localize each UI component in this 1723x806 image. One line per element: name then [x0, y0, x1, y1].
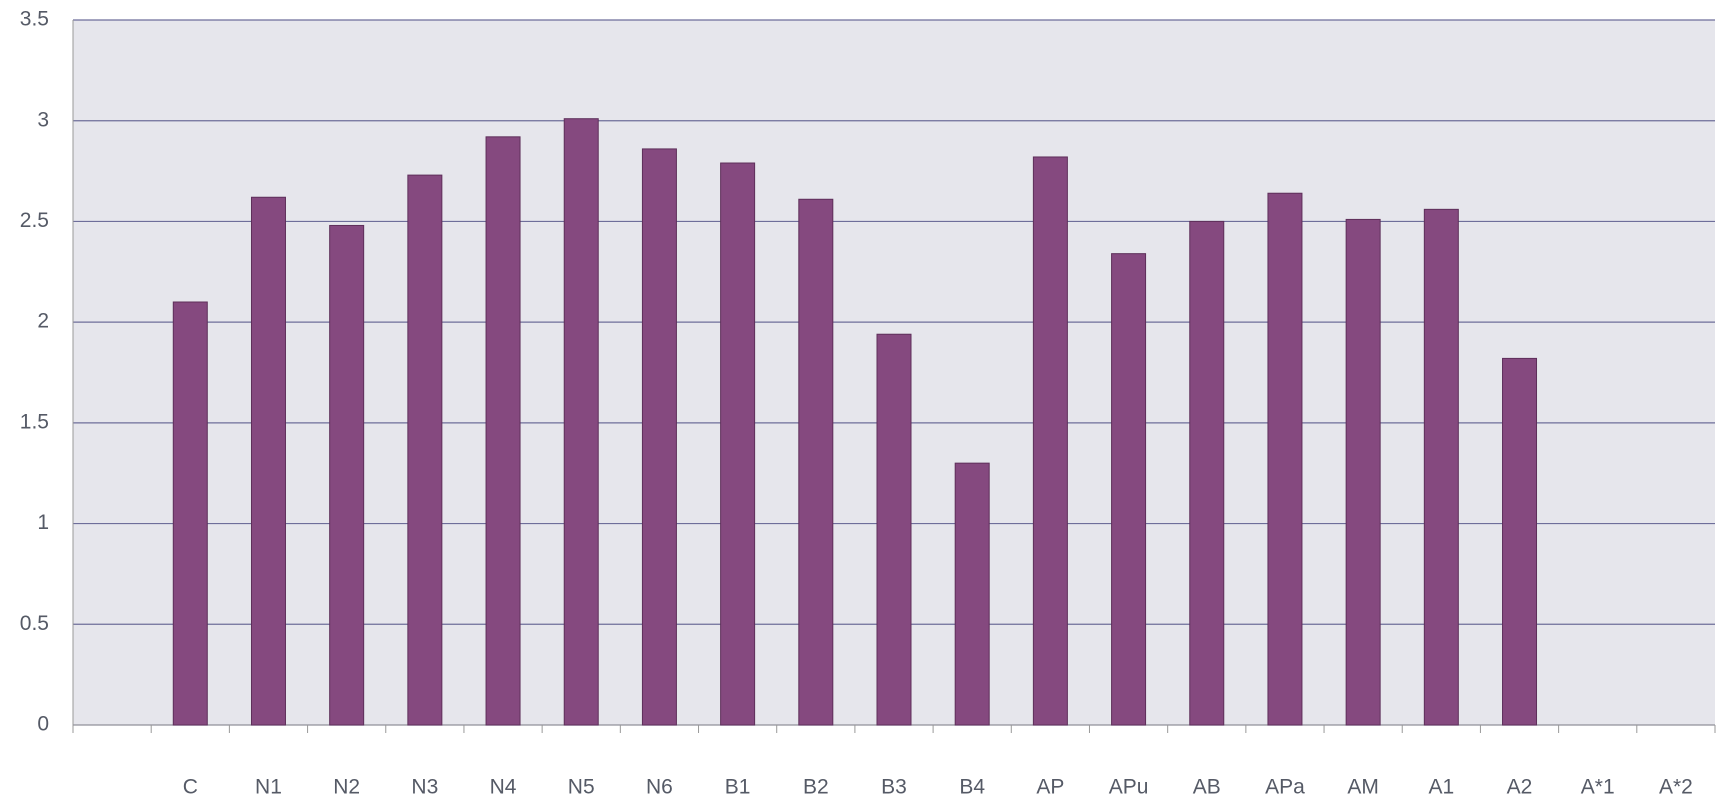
- bar: [329, 224, 365, 726]
- y-tick-label: 3: [37, 108, 49, 131]
- bar: [407, 174, 443, 726]
- bar: [798, 198, 834, 726]
- bar: [172, 301, 208, 726]
- x-tick-label: B3: [881, 776, 907, 799]
- y-tick-label: 0.5: [20, 612, 49, 635]
- x-tick-label: N2: [333, 776, 360, 799]
- bar: [954, 462, 990, 726]
- bar: [720, 162, 756, 726]
- x-tick-label: N1: [255, 776, 282, 799]
- y-tick-label: 2: [37, 310, 49, 333]
- x-tick-label: A2: [1507, 776, 1533, 799]
- x-tick-label: N3: [411, 776, 438, 799]
- y-tick-label: 2.5: [20, 209, 49, 232]
- y-tick-label: 3.5: [20, 8, 49, 31]
- bar: [1032, 156, 1068, 726]
- x-tick-label: AB: [1193, 776, 1221, 799]
- bar: [1267, 192, 1303, 726]
- x-tick-label: APa: [1265, 776, 1305, 799]
- x-tick-label: C: [183, 776, 198, 799]
- x-tick-label: B2: [803, 776, 829, 799]
- bar: [485, 136, 521, 726]
- bar: [1502, 357, 1538, 726]
- x-tick-label: A1: [1428, 776, 1454, 799]
- bar: [563, 118, 599, 726]
- y-tick-label: 1.5: [20, 410, 49, 433]
- bar: [1423, 208, 1459, 726]
- x-tick-label: A*1: [1581, 776, 1615, 799]
- bar: [641, 148, 677, 726]
- bar: [1189, 220, 1225, 726]
- x-tick-label: AM: [1347, 776, 1379, 799]
- bar: [1345, 218, 1381, 726]
- x-tick-label: AP: [1036, 776, 1064, 799]
- y-tick-label: 1: [37, 511, 49, 534]
- x-tick-label: N6: [646, 776, 673, 799]
- bar: [876, 333, 912, 726]
- x-tick-label: B4: [959, 776, 985, 799]
- bar: [1111, 253, 1147, 726]
- x-tick-label: N5: [568, 776, 595, 799]
- x-tick-label: APu: [1109, 776, 1149, 799]
- x-tick-label: B1: [725, 776, 751, 799]
- bar: [250, 196, 286, 726]
- x-tick-label: N4: [490, 776, 517, 799]
- y-tick-label: 0: [37, 713, 49, 736]
- x-tick-label: A*2: [1659, 776, 1693, 799]
